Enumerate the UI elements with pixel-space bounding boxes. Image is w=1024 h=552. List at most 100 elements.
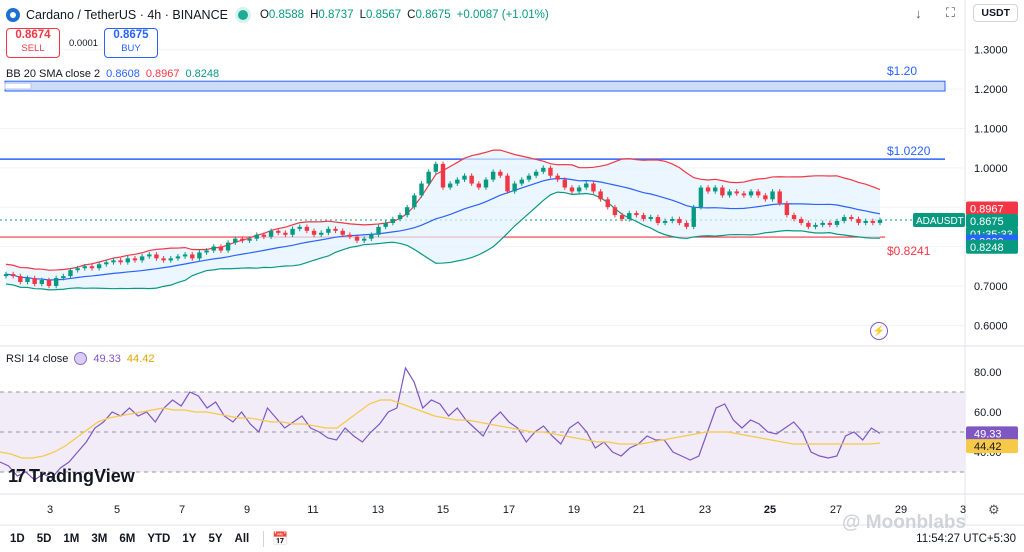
tradingview-logo[interactable]: 17 TradingView — [8, 466, 135, 487]
candle-body[interactable] — [519, 179, 525, 184]
candle-body[interactable] — [555, 175, 560, 180]
candle-body[interactable] — [591, 183, 596, 192]
candle-body[interactable] — [598, 191, 603, 200]
candle-body[interactable] — [677, 219, 682, 223]
candle-body[interactable] — [498, 171, 503, 176]
candle-body[interactable] — [863, 220, 868, 223]
candle-body[interactable] — [175, 256, 181, 259]
candle-body[interactable] — [447, 183, 453, 188]
candle-body[interactable] — [190, 254, 195, 259]
candle-body[interactable] — [476, 183, 482, 188]
clock-readout[interactable]: 11:54:27 UTC+5:30 — [916, 533, 1016, 545]
tf-3m-button[interactable]: 3M — [91, 533, 108, 545]
candle-body[interactable] — [3, 274, 9, 277]
candle-body[interactable] — [777, 191, 782, 204]
lightning-icon[interactable]: ⚡ — [870, 322, 888, 340]
candle-body[interactable] — [139, 256, 145, 261]
candle-body[interactable] — [713, 187, 718, 192]
candle-body[interactable] — [39, 280, 45, 284]
candle-body[interactable] — [111, 260, 116, 263]
candle-body[interactable] — [46, 280, 52, 286]
candle-body[interactable] — [849, 217, 854, 219]
tf-5y-button[interactable]: 5Y — [208, 533, 223, 545]
candle-body[interactable] — [268, 230, 274, 237]
candle-body[interactable] — [132, 258, 138, 261]
candle-body[interactable] — [533, 171, 539, 176]
level-1-20-zone[interactable] — [4, 80, 946, 92]
candle-body[interactable] — [397, 215, 403, 219]
candle-body[interactable] — [247, 238, 252, 241]
candle-body[interactable] — [483, 179, 489, 188]
candle-body[interactable] — [361, 238, 367, 241]
arrow-down-icon[interactable]: ↓ — [915, 5, 922, 21]
candle-body[interactable] — [125, 258, 130, 263]
candle-body[interactable] — [870, 220, 876, 223]
candle-body[interactable] — [390, 219, 396, 223]
candle-body[interactable] — [82, 266, 88, 269]
tf-5d-button[interactable]: 5D — [36, 533, 52, 545]
candle-body[interactable] — [161, 258, 166, 261]
candle-body[interactable] — [469, 175, 474, 184]
candle-body[interactable] — [75, 268, 80, 271]
candle-body[interactable] — [197, 252, 202, 259]
candle-body[interactable] — [684, 222, 689, 227]
candle-body[interactable] — [297, 226, 302, 229]
candle-body[interactable] — [526, 175, 532, 180]
candle-body[interactable] — [827, 222, 833, 225]
candle-body[interactable] — [791, 215, 797, 219]
candle-body[interactable] — [18, 276, 23, 282]
candle-body[interactable] — [562, 179, 567, 188]
candle-body[interactable] — [770, 191, 775, 200]
candle-body[interactable] — [276, 230, 281, 233]
candle-body[interactable] — [304, 226, 310, 231]
candle-body[interactable] — [784, 203, 790, 216]
candle-body[interactable] — [412, 195, 417, 208]
candle-body[interactable] — [548, 167, 553, 176]
tf-1y-button[interactable]: 1Y — [182, 533, 197, 545]
candle-body[interactable] — [89, 266, 95, 269]
candle-body[interactable] — [763, 195, 768, 200]
candle-body[interactable] — [748, 191, 754, 196]
candle-body[interactable] — [404, 207, 410, 216]
candle-body[interactable] — [806, 222, 811, 227]
candle-body[interactable] — [798, 219, 804, 223]
candle-body[interactable] — [834, 220, 840, 225]
rsi-legend[interactable]: RSI 14 close 49.33 44.42 — [6, 352, 154, 365]
candle-body[interactable] — [118, 260, 123, 263]
candle-body[interactable] — [204, 250, 209, 253]
candle-body[interactable] — [311, 230, 317, 235]
candle-body[interactable] — [741, 193, 747, 196]
bollinger-legend[interactable]: BB 20 SMA close 2 0.8608 0.8967 0.8248 — [6, 68, 219, 80]
candle-body[interactable] — [612, 207, 618, 216]
candle-body[interactable] — [634, 213, 639, 216]
candle-body[interactable] — [340, 230, 345, 235]
buy-button[interactable]: 0.8675 BUY — [104, 28, 158, 58]
candle-body[interactable] — [283, 232, 288, 235]
tf-1m-button[interactable]: 1M — [63, 533, 80, 545]
candle-body[interactable] — [440, 163, 446, 188]
candle-body[interactable] — [426, 171, 431, 184]
sell-button[interactable]: 0.8674 SELL — [6, 28, 60, 58]
candle-body[interactable] — [383, 222, 388, 227]
candle-body[interactable] — [820, 222, 825, 225]
candle-body[interactable] — [240, 238, 245, 241]
candle-body[interactable] — [254, 234, 259, 239]
candle-body[interactable] — [856, 219, 861, 223]
candle-body[interactable] — [376, 226, 381, 235]
candle-body[interactable] — [32, 278, 37, 284]
candle-body[interactable] — [841, 217, 847, 221]
candle-body[interactable] — [96, 264, 102, 269]
candle-body[interactable] — [147, 254, 152, 257]
candle-body[interactable] — [512, 183, 517, 192]
candle-body[interactable] — [419, 183, 424, 196]
candle-body[interactable] — [756, 191, 761, 196]
candle-body[interactable] — [619, 215, 625, 219]
tf-ytd-button[interactable]: YTD — [147, 533, 171, 545]
candle-body[interactable] — [813, 224, 818, 227]
candle-body[interactable] — [698, 187, 704, 208]
candle-body[interactable] — [10, 274, 16, 277]
candle-body[interactable] — [584, 183, 589, 188]
candle-body[interactable] — [326, 228, 331, 233]
candle-body[interactable] — [53, 278, 59, 286]
